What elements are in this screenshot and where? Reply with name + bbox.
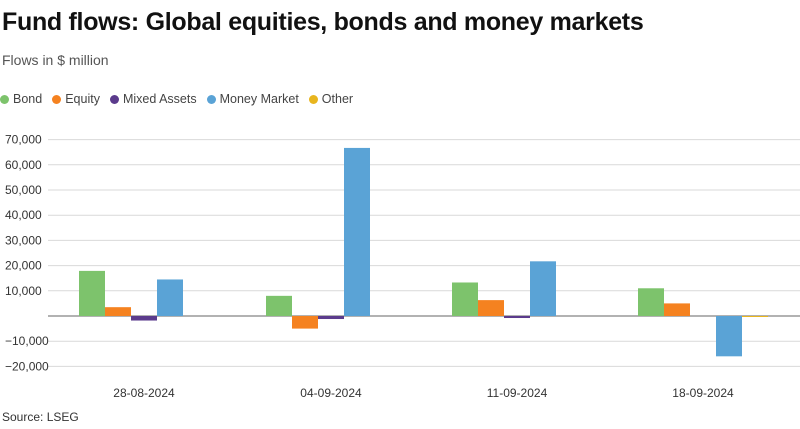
chart-subtitle: Flows in $ million: [2, 52, 109, 68]
bar-other-18-09-2024: [742, 316, 768, 317]
legend-item-money-market: Money Market: [206, 92, 299, 106]
bar-mixed-assets-04-09-2024: [318, 316, 344, 320]
legend-label: Money Market: [219, 92, 299, 106]
legend-label: Bond: [13, 92, 43, 106]
legend-label: Mixed Assets: [122, 92, 197, 106]
bar-bond-18-09-2024: [638, 288, 664, 316]
legend-swatch: [52, 94, 62, 104]
x-tick-label: 04-09-2024: [300, 386, 362, 400]
bar-equity-18-09-2024: [664, 303, 690, 316]
bar-money-market-04-09-2024: [344, 147, 370, 316]
bar-bond-28-08-2024: [79, 270, 105, 316]
source-note: Source: LSEG: [2, 410, 79, 424]
bar-mixed-assets-11-09-2024: [504, 316, 530, 319]
y-tick-label: 40,000: [5, 208, 42, 222]
y-tick-label: 10,000: [5, 284, 42, 298]
bar-mixed-assets-28-08-2024: [131, 316, 157, 321]
bar-money-market-28-08-2024: [157, 279, 183, 316]
x-tick-label: 28-08-2024: [113, 386, 175, 400]
bar-bond-11-09-2024: [452, 282, 478, 316]
legend-item-mixed-assets: Mixed Assets: [109, 92, 197, 106]
y-tick-label: −10,000: [5, 334, 49, 348]
y-tick-label: 70,000: [5, 133, 42, 147]
legend-item-equity: Equity: [52, 92, 100, 106]
x-tick-label: 11-09-2024: [487, 386, 548, 400]
bar-bond-04-09-2024: [266, 295, 292, 316]
legend-swatch: [0, 94, 9, 104]
legend-item-other: Other: [308, 92, 354, 106]
bar-equity-28-08-2024: [105, 307, 131, 316]
legend-swatch: [109, 94, 119, 104]
y-tick-label: 50,000: [5, 183, 42, 197]
bar-equity-11-09-2024: [478, 300, 504, 316]
y-tick-label: 20,000: [5, 259, 42, 273]
chart-title: Fund flows: Global equities, bonds and m…: [2, 8, 644, 36]
x-tick-label: 18-09-2024: [672, 386, 734, 400]
y-tick-label: 30,000: [5, 233, 42, 247]
bar-money-market-11-09-2024: [530, 261, 556, 316]
chart-legend: Bond Equity Mixed Assets Money Market Other: [0, 92, 353, 106]
legend-label: Equity: [65, 92, 100, 106]
legend-item-bond: Bond: [0, 92, 42, 106]
bar-money-market-18-09-2024: [716, 316, 742, 357]
legend-label: Other: [321, 92, 354, 106]
legend-swatch: [206, 94, 216, 104]
legend-swatch: [308, 94, 318, 104]
bar-equity-04-09-2024: [292, 316, 318, 329]
y-tick-label: −20,000: [5, 359, 49, 373]
y-tick-label: 60,000: [5, 158, 42, 172]
